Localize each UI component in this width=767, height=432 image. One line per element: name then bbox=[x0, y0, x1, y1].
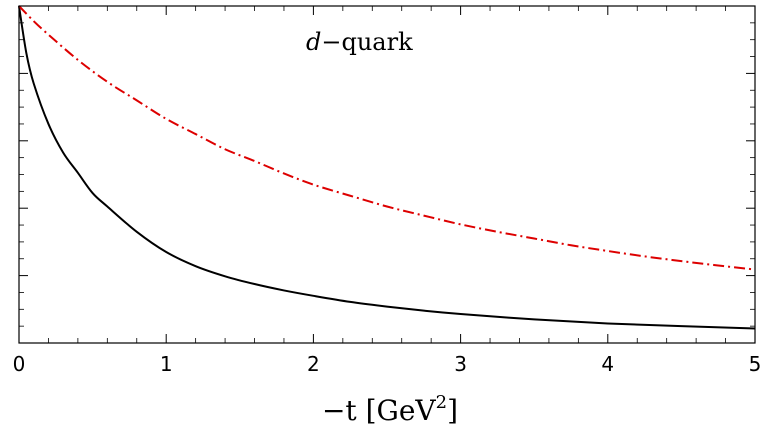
x-axis-title: −t [GeV2] bbox=[322, 392, 458, 427]
series-line-0 bbox=[18, 5, 756, 330]
x-tick-label-4: 4 bbox=[601, 352, 614, 376]
annotation-italic: d bbox=[306, 28, 321, 56]
x-tick-label-2: 2 bbox=[307, 352, 320, 376]
plot-frame bbox=[18, 5, 756, 344]
x-axis-title-suffix: ] bbox=[447, 394, 458, 427]
x-axis-title-superscript: 2 bbox=[436, 392, 447, 413]
x-tick-labels: 0 1 2 3 4 5 bbox=[13, 352, 762, 376]
x-tick-label-3: 3 bbox=[454, 352, 467, 376]
quark-annotation: d−quark bbox=[306, 28, 413, 56]
annotation-rest: −quark bbox=[321, 28, 413, 56]
x-tick-label-1: 1 bbox=[160, 352, 173, 376]
x-axis-title-prefix: −t [GeV bbox=[322, 394, 436, 427]
series-line-1 bbox=[18, 5, 756, 271]
x-tick-label-0: 0 bbox=[13, 352, 26, 376]
series-group bbox=[18, 5, 756, 330]
axis-ticks bbox=[18, 5, 756, 344]
x-tick-label-5: 5 bbox=[749, 352, 762, 376]
